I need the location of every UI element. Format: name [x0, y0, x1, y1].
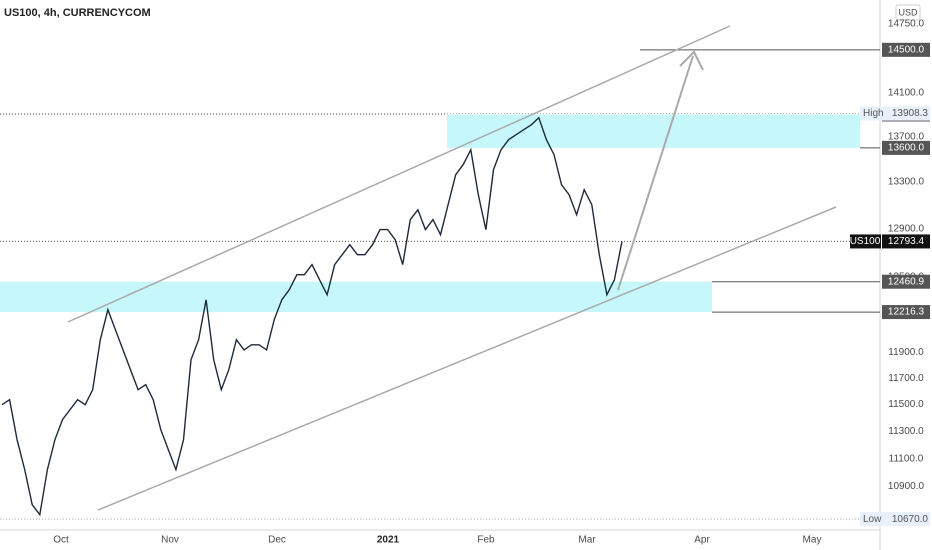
- chart-title: US100, 4h, CURRENCYCOM: [4, 7, 151, 19]
- last-name: US100: [850, 236, 881, 247]
- level-tag: [882, 274, 930, 289]
- y-tick-label: 11500.0: [888, 399, 924, 410]
- low-name: Low: [863, 514, 882, 525]
- last-name-tag: [850, 234, 881, 249]
- arrow-head: [679, 50, 704, 71]
- y-tick-label: 14750.0: [888, 18, 925, 29]
- price-line: [1, 116, 623, 517]
- level-tag-label: 14500.0: [888, 44, 925, 55]
- level-tag: [882, 140, 930, 155]
- projection-arrow: [617, 55, 694, 291]
- last-price-tag: [882, 234, 930, 249]
- y-tick-label: 11300.0: [888, 426, 924, 437]
- y-tick-label: 11700.0: [888, 373, 924, 384]
- y-tick-label: 13300.0: [888, 177, 925, 188]
- x-tick-label: May: [803, 535, 822, 546]
- high-tag: [860, 106, 930, 121]
- last-price-tag-label: 12793.4: [888, 236, 925, 247]
- resistance-zone: [447, 114, 860, 148]
- high-name: High: [863, 108, 884, 119]
- x-tick-label: Apr: [694, 535, 710, 546]
- x-tick-label: Mar: [578, 535, 596, 546]
- y-tick-label: 13700.0: [888, 131, 925, 142]
- y-tick-label: 10900.0: [888, 481, 925, 492]
- x-tick-label: 2021: [377, 535, 400, 546]
- x-tick-label: Feb: [477, 535, 495, 546]
- y-tick-label: 11900.0: [888, 347, 924, 358]
- x-tick-label: Oct: [53, 535, 69, 546]
- y-tick-label: 14100.0: [888, 87, 925, 98]
- low-value: 10670.0: [892, 514, 929, 525]
- x-tick-label: Dec: [268, 535, 286, 546]
- currency-box[interactable]: [895, 4, 921, 21]
- level-tag-label: 12460.9: [888, 276, 925, 287]
- high-value: 13908.3: [892, 108, 929, 119]
- currency: USD: [898, 7, 918, 17]
- low-tag: [860, 512, 930, 527]
- level-tag-label: 12216.3: [888, 307, 925, 318]
- level-tag: [882, 305, 930, 320]
- channel-line: [97, 206, 837, 511]
- channel-line: [67, 25, 731, 323]
- y-tick-label: 12900.0: [888, 223, 925, 234]
- level-tag: [882, 42, 930, 57]
- x-tick-label: Nov: [161, 535, 179, 546]
- y-tick-label: 11100.0: [889, 453, 924, 464]
- level-tag-label: 13600.0: [888, 143, 925, 154]
